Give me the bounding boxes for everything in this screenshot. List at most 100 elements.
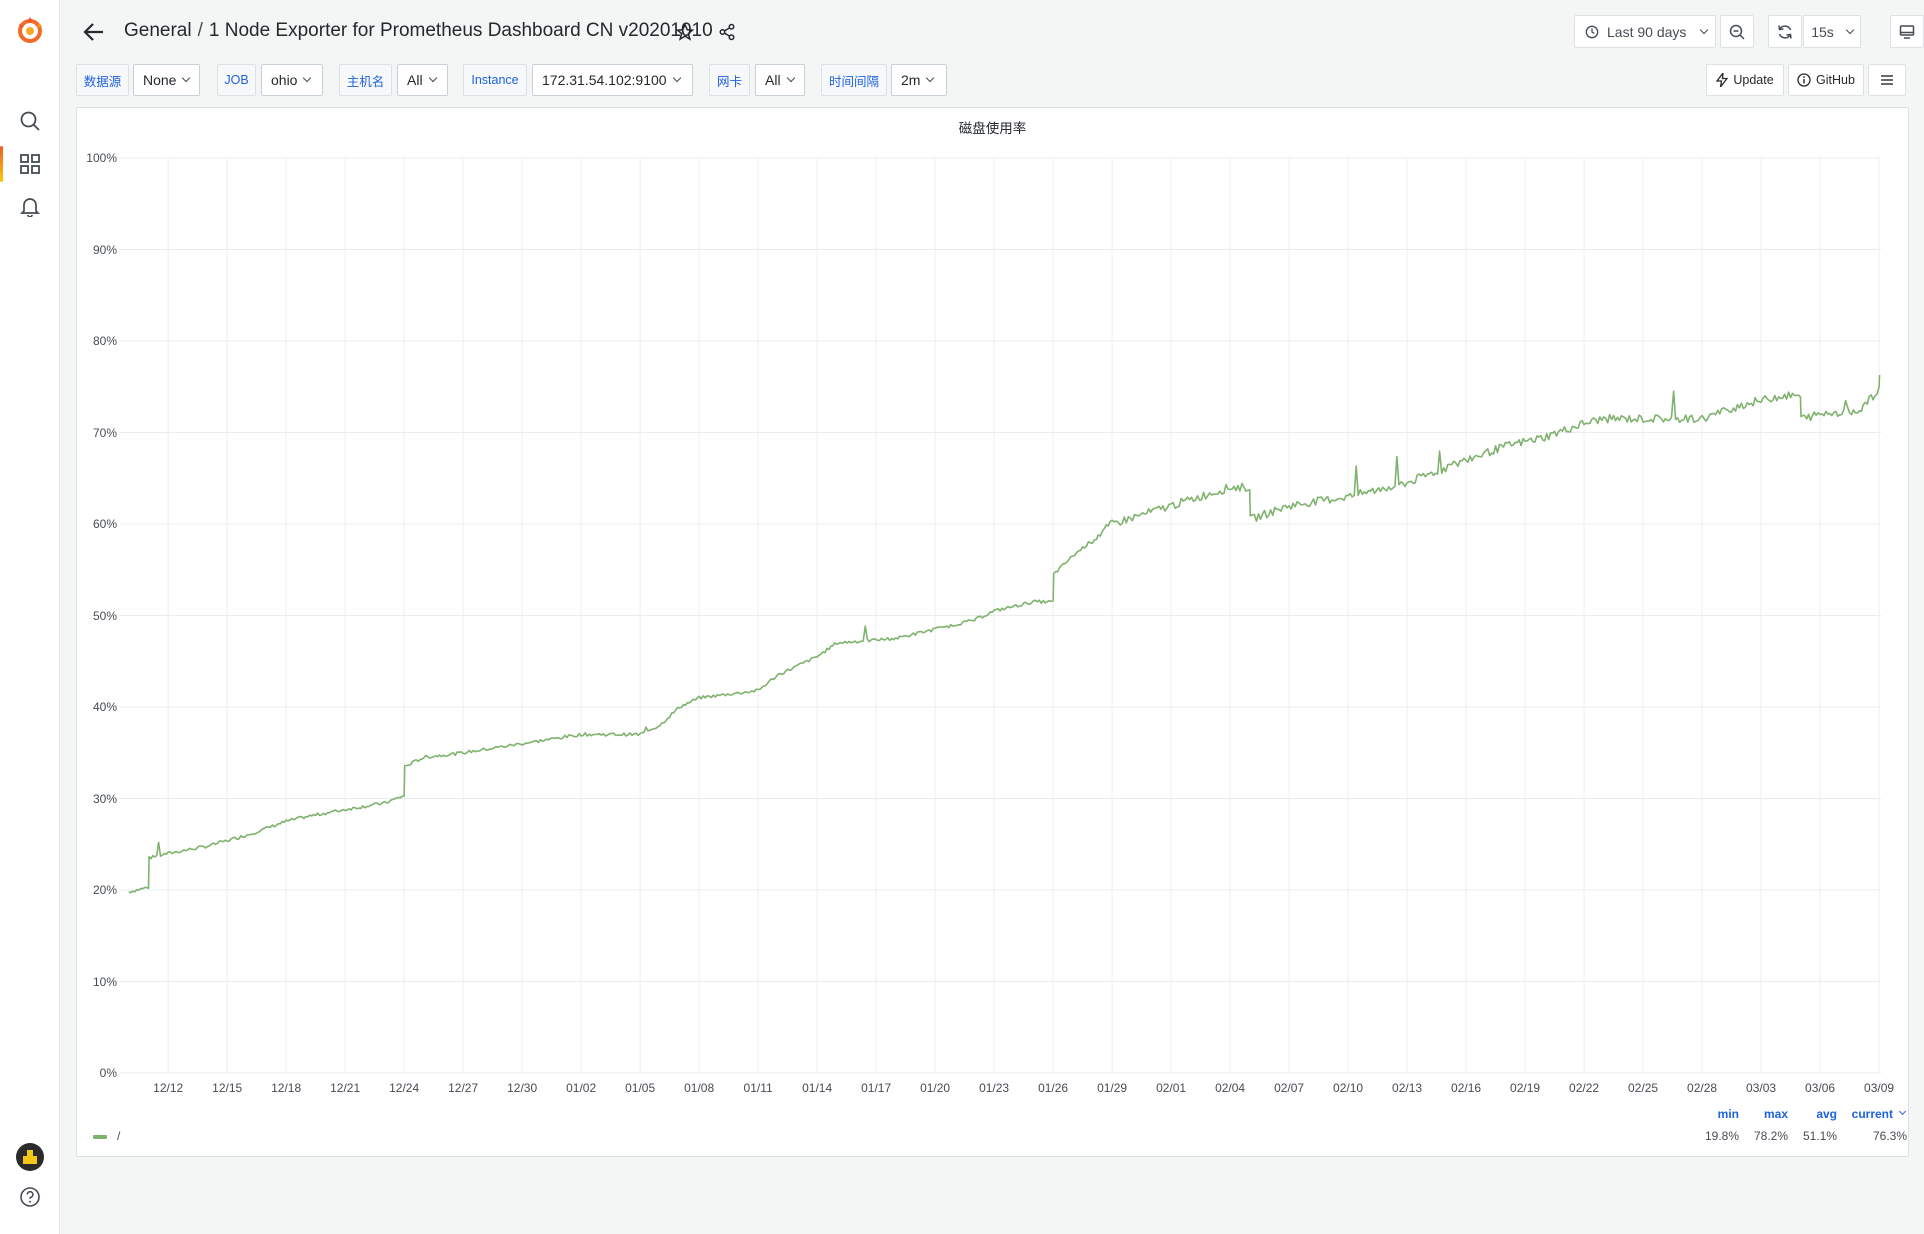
tv-mode-button[interactable] bbox=[1890, 15, 1924, 48]
legend-min-value: 19.8% bbox=[1704, 1129, 1739, 1143]
legend-col-min[interactable]: min bbox=[1717, 1107, 1739, 1121]
var-label-hostname: 主机名 bbox=[339, 64, 392, 96]
chart-grid bbox=[119, 157, 1881, 1074]
y-tick-label: 100% bbox=[86, 151, 117, 165]
x-tick-label: 12/18 bbox=[271, 1081, 302, 1095]
chevron-down-icon bbox=[926, 73, 935, 83]
search-icon[interactable] bbox=[0, 101, 60, 141]
legend-avg-value: 51.1% bbox=[1802, 1129, 1837, 1143]
info-circle-icon bbox=[1797, 73, 1811, 87]
chart-series bbox=[128, 374, 1881, 894]
x-tick-label: 01/08 bbox=[684, 1081, 715, 1095]
chevron-down-icon bbox=[786, 73, 795, 83]
var-value: 2m bbox=[901, 72, 921, 88]
chevron-down-icon bbox=[428, 73, 437, 83]
var-select-instance[interactable]: 172.31.54.102:9100 bbox=[532, 64, 693, 96]
x-tick-label: 12/24 bbox=[389, 1081, 420, 1095]
breadcrumb-folder[interactable]: General bbox=[124, 20, 192, 41]
help-icon[interactable] bbox=[0, 1177, 60, 1217]
x-tick-label: 02/16 bbox=[1451, 1081, 1482, 1095]
x-tick-label: 03/06 bbox=[1805, 1081, 1836, 1095]
x-tick-label: 01/20 bbox=[920, 1081, 951, 1095]
x-tick-label: 02/22 bbox=[1569, 1081, 1600, 1095]
x-tick-label: 02/04 bbox=[1215, 1081, 1246, 1095]
var-select-interval[interactable]: 2m bbox=[891, 64, 947, 96]
chevron-down-icon bbox=[303, 73, 312, 83]
legend-series-name[interactable]: / bbox=[117, 1129, 121, 1143]
breadcrumb: General/1 Node Exporter for Prometheus D… bbox=[124, 20, 713, 42]
legend-col-current-label: current bbox=[1851, 1107, 1893, 1121]
legend-col-avg[interactable]: avg bbox=[1816, 1107, 1837, 1121]
x-tick-label: 02/13 bbox=[1392, 1081, 1423, 1095]
disk-usage-chart[interactable] bbox=[77, 108, 1910, 1158]
sidebar bbox=[0, 0, 60, 1234]
x-tick-label: 01/05 bbox=[625, 1081, 656, 1095]
x-tick-label: 02/07 bbox=[1274, 1081, 1305, 1095]
menu-button[interactable] bbox=[1868, 64, 1906, 96]
share-icon[interactable] bbox=[714, 19, 740, 45]
chevron-down-icon bbox=[1700, 25, 1709, 34]
var-select-nic[interactable]: All bbox=[755, 64, 805, 96]
var-select-job[interactable]: ohio bbox=[261, 64, 323, 96]
x-tick-label: 02/19 bbox=[1510, 1081, 1541, 1095]
var-label-job: JOB bbox=[217, 64, 256, 96]
dashboards-icon[interactable] bbox=[0, 144, 60, 184]
x-tick-label: 01/17 bbox=[861, 1081, 892, 1095]
refresh-interval-picker[interactable]: 15s bbox=[1803, 15, 1861, 48]
y-tick-label: 70% bbox=[92, 425, 117, 440]
refresh-button[interactable] bbox=[1768, 15, 1802, 48]
y-tick-label: 20% bbox=[92, 883, 117, 897]
y-tick-label: 0% bbox=[99, 1066, 117, 1080]
disk-usage-panel: 磁盘使用率 0% 10% 20% 30% 40% 50% 60% 70% 80% 90% 100% … bbox=[76, 107, 1909, 1157]
var-label-nic: 网卡 bbox=[709, 64, 750, 96]
y-tick-label: 50% bbox=[92, 608, 117, 623]
y-tick-label: 10% bbox=[92, 974, 117, 989]
github-link-button[interactable]: GitHub bbox=[1788, 64, 1864, 96]
github-link-label: GitHub bbox=[1816, 73, 1855, 87]
time-range-picker[interactable]: Last 90 days bbox=[1574, 15, 1716, 48]
panel-title[interactable]: 磁盘使用率 bbox=[958, 121, 1027, 136]
var-select-hostname[interactable]: All bbox=[397, 64, 448, 96]
legend-current-value: 76.3% bbox=[1872, 1129, 1907, 1143]
clock-icon bbox=[1585, 25, 1599, 38]
bell-icon[interactable] bbox=[0, 186, 60, 226]
x-tick-label: 12/27 bbox=[448, 1081, 479, 1095]
x-tick-label: 12/15 bbox=[212, 1081, 243, 1095]
y-tick-label: 90% bbox=[92, 242, 117, 257]
x-tick-label: 01/23 bbox=[979, 1081, 1010, 1095]
var-value: All bbox=[407, 72, 423, 88]
x-tick-label: 01/11 bbox=[743, 1081, 773, 1095]
x-tick-label: 02/10 bbox=[1333, 1081, 1364, 1095]
update-link-label: Update bbox=[1733, 73, 1774, 87]
legend-max-value: 78.2% bbox=[1753, 1129, 1788, 1143]
x-tick-label: 02/01 bbox=[1156, 1081, 1187, 1095]
var-value: ohio bbox=[271, 72, 298, 88]
refresh-icon bbox=[1778, 24, 1792, 39]
x-tick-label: 01/02 bbox=[566, 1081, 597, 1095]
back-arrow-icon[interactable] bbox=[80, 18, 108, 46]
var-value: None bbox=[143, 72, 177, 88]
update-link-button[interactable]: Update bbox=[1706, 64, 1784, 96]
chevron-down-icon bbox=[182, 73, 191, 83]
y-tick-label: 30% bbox=[92, 791, 117, 806]
grafana-logo-icon[interactable] bbox=[0, 10, 60, 50]
sort-chevron-icon bbox=[1898, 1107, 1907, 1116]
user-avatar-icon[interactable] bbox=[0, 1137, 60, 1177]
star-icon[interactable] bbox=[672, 19, 698, 45]
breadcrumb-separator: / bbox=[197, 20, 203, 41]
chevron-down-icon bbox=[672, 73, 681, 83]
time-range-label: Last 90 days bbox=[1607, 23, 1687, 40]
var-select-datasource[interactable]: None bbox=[133, 64, 200, 96]
legend-swatch[interactable] bbox=[93, 1135, 107, 1139]
zoom-out-button[interactable] bbox=[1720, 15, 1754, 48]
legend-col-max[interactable]: max bbox=[1763, 1107, 1788, 1121]
x-tick-label: 01/14 bbox=[802, 1081, 833, 1095]
dashboard-title[interactable]: 1 Node Exporter for Prometheus Dashboard… bbox=[208, 20, 713, 41]
x-tick-label: 03/03 bbox=[1746, 1081, 1777, 1095]
series-line bbox=[128, 374, 1881, 894]
x-tick-label: 02/25 bbox=[1628, 1081, 1659, 1095]
x-tick-label: 02/28 bbox=[1687, 1081, 1718, 1095]
x-tick-label: 12/21 bbox=[330, 1081, 361, 1095]
legend-col-current[interactable]: current bbox=[1841, 1107, 1907, 1121]
hamburger-menu-icon bbox=[1881, 75, 1893, 85]
